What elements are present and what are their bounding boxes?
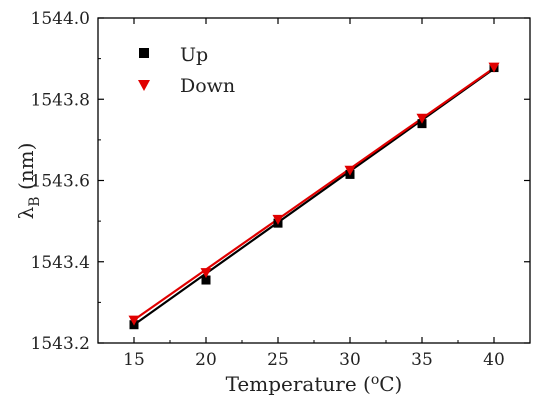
x-tick-label-5: 40 [483, 350, 505, 370]
axis-ticks [98, 17, 530, 344]
x-tick-label-4: 35 [411, 350, 433, 370]
legend-down-label: Down [180, 75, 235, 97]
y-tick-labels: 1543.2 1543.4 1543.6 1543.8 1544.0 [31, 9, 90, 354]
x-tick-label-2: 25 [267, 350, 289, 370]
point-down-5 [488, 62, 500, 73]
x-axis-title: Temperature (oC) [226, 372, 403, 396]
point-down-1 [200, 268, 212, 279]
fit-line-down [133, 67, 495, 321]
y-tick-label-0: 1543.2 [31, 334, 90, 354]
point-down-3 [344, 165, 356, 176]
legend-up-label: Up [180, 44, 208, 66]
point-down-2 [272, 214, 284, 225]
y-tick-label-2: 1543.6 [31, 172, 90, 192]
point-up-1 [201, 275, 211, 285]
legend: Up Down [138, 44, 235, 97]
fit-line-up [133, 67, 495, 326]
y-tick-label-4: 1544.0 [31, 9, 90, 29]
y-tick-label-3: 1543.8 [31, 90, 90, 110]
legend-up-marker [139, 48, 149, 58]
plot-frame [97, 17, 531, 344]
data-markers [128, 62, 500, 330]
x-tick-labels: 15 20 25 30 35 40 [123, 350, 505, 370]
legend-down-marker [138, 80, 150, 91]
point-down-0 [128, 315, 140, 326]
point-down-4 [416, 113, 428, 124]
x-tick-label-1: 20 [195, 350, 217, 370]
x-tick-label-3: 30 [339, 350, 361, 370]
y-tick-label-1: 1543.4 [31, 253, 90, 273]
x-tick-label-0: 15 [123, 350, 145, 370]
y-axis-title: λB (nm) [14, 143, 43, 220]
fit-lines [133, 67, 495, 326]
